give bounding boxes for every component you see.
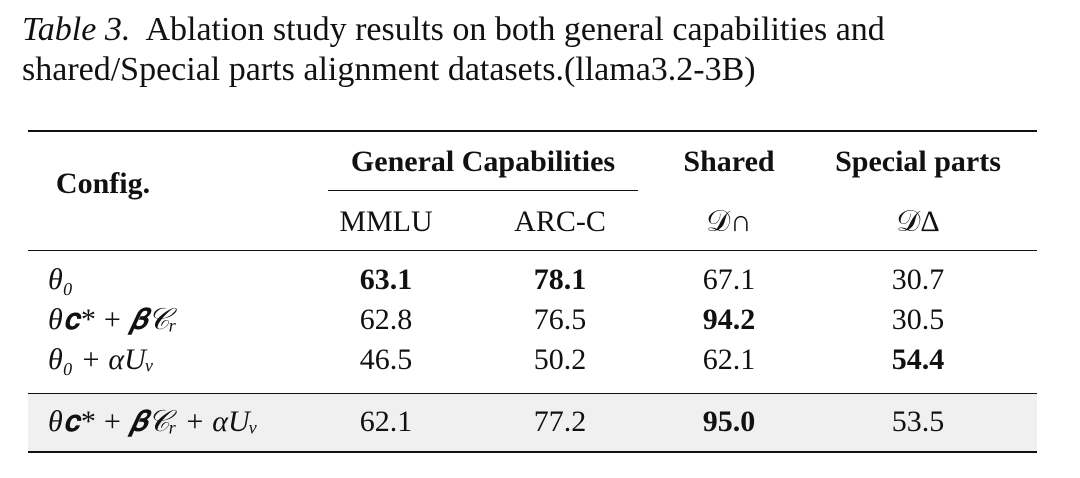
column-header: 𝒟Δ [896, 205, 940, 238]
group-header: General Capabilities [350, 145, 616, 178]
cell: 53.5 [891, 405, 945, 438]
bottom-rule [28, 451, 1037, 453]
cell: 62.8 [359, 303, 413, 336]
caption-line: Table 3. Ablation study results on both … [22, 10, 1062, 90]
cell: 46.5 [359, 343, 413, 376]
cell: 30.5 [891, 303, 945, 336]
top-rule [28, 130, 1037, 132]
cell: 95.0 [702, 405, 756, 438]
cell: 76.5 [533, 303, 587, 336]
cell: 63.1 [359, 263, 413, 296]
mid-rule [28, 393, 1037, 394]
row-label: θ₀ [48, 263, 74, 296]
cell: 94.2 [702, 303, 756, 336]
cell: 50.2 [533, 343, 587, 376]
group-header: Special parts [835, 145, 1001, 178]
cell: 62.1 [359, 405, 413, 438]
column-header: ARC-C [514, 205, 606, 238]
column-header: 𝒟∩ [706, 205, 752, 238]
column-header: MMLU [339, 205, 433, 238]
group-header: Shared [683, 145, 775, 178]
group-rule [328, 190, 638, 191]
caption-label: Table 3. [22, 11, 131, 48]
header-rule [28, 250, 1037, 251]
cell: 78.1 [533, 263, 587, 296]
cell: 67.1 [702, 263, 756, 296]
caption-text: Ablation study results on both general c… [22, 11, 885, 88]
cell: 77.2 [533, 405, 587, 438]
row-label: θ𝐜* + 𝜷𝒞ᵣ [48, 303, 177, 336]
config-header: Config. [55, 167, 151, 200]
row-shading [28, 393, 1037, 452]
row-label: θ𝐜* + 𝜷𝒞ᵣ + αUᵥ [48, 405, 259, 438]
cell: 30.7 [891, 263, 945, 296]
cell: 62.1 [702, 343, 756, 376]
row-label: θ₀ + αUᵥ [48, 343, 155, 376]
cell: 54.4 [891, 343, 945, 376]
